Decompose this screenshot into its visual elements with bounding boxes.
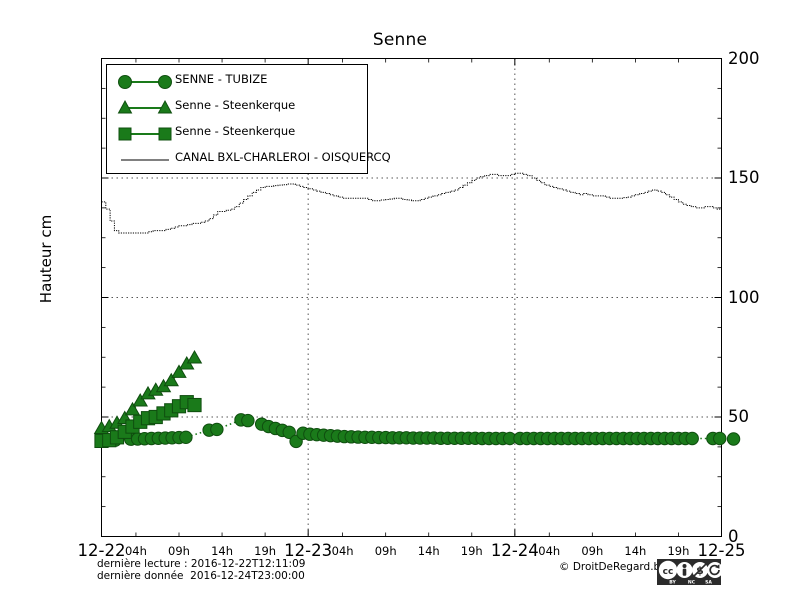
x-tick-minor-10: 14h [624,544,647,558]
y-tick-150: 150 [728,168,760,187]
legend-item-senne-steenkerque-triangle: Senne - Steenkerque [107,95,367,121]
x-tick-minor-0: 04h [124,544,147,558]
legend-item-senne-steenkerque-square: Senne - Steenkerque [107,121,367,147]
data-series [93,172,741,449]
series-3 [101,172,722,234]
x-tick-minor-11: 19h [667,544,690,558]
last-data-text: dernière donnée 2016-12-24T23:00:00 [97,569,305,582]
y-tick-200: 200 [728,48,760,68]
creative-commons-badge[interactable]: cc $ BY NC SA [657,559,721,585]
svg-text:cc: cc [663,567,674,577]
legend-marker-square [118,127,172,141]
x-tick-major-12-25: 12-25 [697,541,746,560]
cc-nc-label: NC [688,579,696,585]
legend-marker-line [121,159,169,161]
legend-label: SENNE - TUBIZE [175,72,268,86]
copyright-text: © DroitDeRegard.be [559,561,667,573]
x-tick-minor-5: 09h [374,544,397,558]
plot-frame [101,58,722,537]
legend-marker-triangle [117,99,173,114]
x-tick-major-12-24: 12-24 [490,541,539,560]
last-read-text: dernière lecture : 2016-12-22T12:11:09 [97,558,306,570]
cc-sa-icon [707,562,721,578]
y-tick-100: 100 [728,287,760,307]
legend-item-canal: CANAL BXL-CHARLEROI - OISQUERCQ [107,147,391,173]
legend-label: Senne - Steenkerque [175,124,296,138]
x-tick-minor-8: 04h [538,544,561,558]
y-tick-0: 0 [728,526,739,546]
legend-item-senne-tubize: SENNE - TUBIZE [107,69,367,95]
legend-label: Senne - Steenkerque [175,98,296,112]
x-tick-minor-7: 19h [460,544,483,558]
x-tick-minor-4: 04h [331,544,354,558]
x-tick-minor-2: 14h [211,544,233,558]
x-tick-major-12-22: 12-22 [77,541,126,560]
y-tick-50: 50 [728,407,749,426]
cc-sa-label: SA [705,579,712,585]
cc-by-label: BY [669,579,676,585]
series-0 [94,413,741,449]
cc-nc-icon: $ [692,562,708,578]
x-tick-major-12-23: 12-23 [284,541,333,560]
series-1 [93,350,203,435]
legend-label: CANAL BXL-CHARLEROI - OISQUERCQ [175,150,391,164]
footer-reading-info: dernière lecture : 2016-12-22T12:11:09 de… [97,558,306,582]
page-title: Senne [372,30,428,50]
series-2 [94,395,202,448]
x-tick-minor-3: 19h [254,544,277,558]
legend-marker-circle [118,75,172,89]
x-tick-minor-9: 09h [581,544,604,558]
cc-icon: cc [658,560,678,580]
x-tick-minor-6: 14h [417,544,440,558]
legend: SENNE - TUBIZE Senne - Steenkerque Senne… [106,64,391,174]
x-tick-minor-1: 09h [168,544,190,558]
grid-lines [101,58,722,537]
cc-by-icon [676,562,693,578]
